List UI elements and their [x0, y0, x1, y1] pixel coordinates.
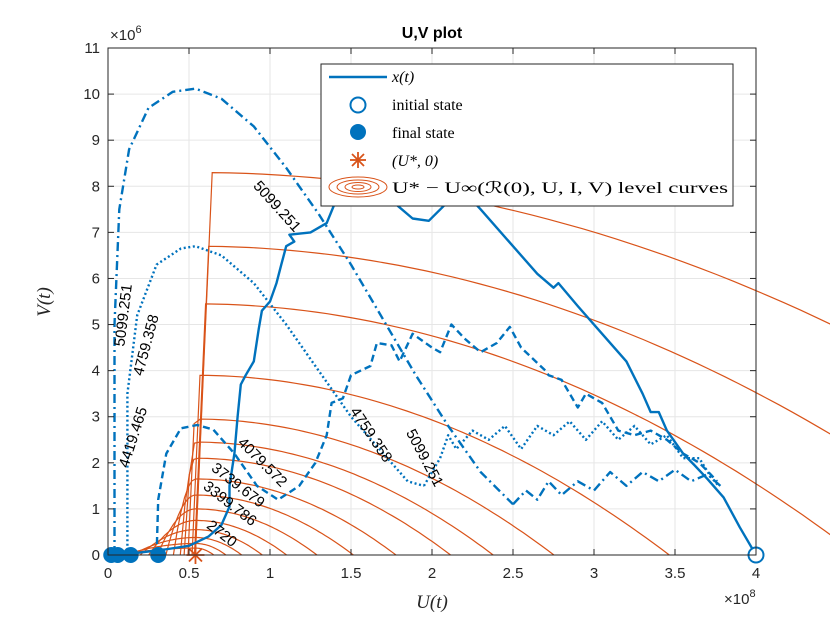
legend-filled-circle-marker: [350, 124, 366, 140]
level-curve: [193, 303, 830, 556]
trajectory-dashed-line: [155, 323, 718, 556]
legend-open-circle-marker: [349, 96, 367, 114]
level-curve: [194, 245, 830, 556]
x-tick-label: 3: [590, 565, 598, 582]
x-tick-label: 2.5: [503, 565, 524, 582]
y-tick-label: 2: [92, 455, 100, 472]
legend-label-initial: initial state: [392, 97, 463, 114]
trajectory-dashdot-line: [113, 87, 514, 555]
legend-label-equilibrium: (U*, 0): [392, 153, 438, 170]
y-tick-label: 0: [92, 547, 100, 564]
legend: x(t) initial state final state (U*, 0) U…: [320, 63, 734, 207]
trajectory-dotted-line: [126, 244, 425, 555]
level-curve: [179, 457, 451, 556]
x-exponent: ×108: [724, 588, 756, 608]
level-curve: [148, 519, 287, 556]
y-tick-label: 8: [92, 178, 100, 195]
x-exponent-power: 8: [749, 588, 755, 600]
y-exponent-base: ×10: [110, 27, 135, 44]
legend-contour-marker: [328, 176, 388, 198]
x-tick-label: 4: [752, 565, 760, 582]
x-tick-label: 3.5: [665, 565, 686, 582]
chart-title: U,V plot: [402, 25, 463, 42]
y-tick-label: 4: [92, 363, 100, 380]
x-tick-label: 1.5: [341, 565, 362, 582]
y-tick-label: 6: [92, 270, 100, 287]
legend-box: [320, 63, 734, 207]
x-exponent-base: ×10: [724, 591, 749, 608]
y-axis-label: V(t): [34, 287, 55, 317]
trajectory-dashdot-tail-line: [512, 468, 722, 506]
x-tick-label: 0.5: [179, 565, 200, 582]
legend-asterisk-marker: [350, 152, 366, 168]
legend-label-final: final state: [392, 125, 455, 142]
x-tick-label: 1: [266, 565, 274, 582]
level-curve: [191, 374, 670, 556]
level-curve: [187, 418, 555, 556]
y-tick-label: 1: [92, 501, 100, 518]
legend-label-level-curves: U* − U∞(ℛ(0), U, I, V) level curves: [392, 180, 728, 197]
x-axis-label: U(t): [416, 592, 448, 613]
y-tick-label: 7: [92, 224, 100, 241]
y-exponent-power: 6: [135, 24, 141, 36]
y-tick-label: 3: [92, 409, 100, 426]
y-tick-label: 9: [92, 132, 100, 149]
y-tick-label: 11: [84, 40, 100, 57]
legend-label-trajectory: x(t): [391, 69, 414, 86]
y-tick-label: 5: [92, 317, 100, 334]
y-exponent: ×106: [110, 24, 142, 44]
y-tick-label: 10: [83, 86, 100, 103]
axis-ticks: 0 0.5 1 1.5 2 2.5 3 3.5 4 0 1 2 3 4 5 6 7 8 9 10 11: [83, 40, 760, 582]
x-tick-label: 2: [428, 565, 436, 582]
x-tick-label: 0: [104, 565, 112, 582]
